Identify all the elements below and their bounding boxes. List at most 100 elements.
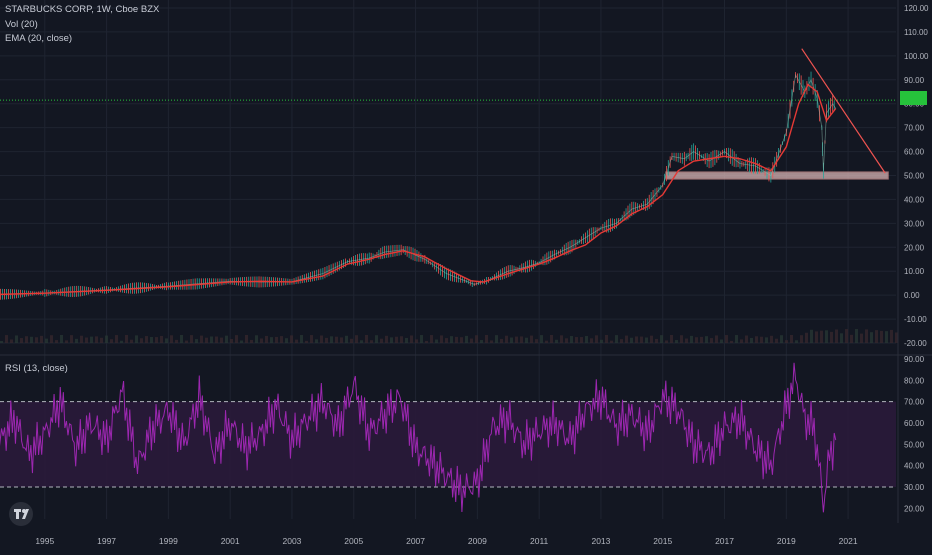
volume-bar bbox=[685, 338, 688, 343]
symbol-legend[interactable]: STARBUCKS CORP, 1W, Cboe BZX bbox=[5, 4, 160, 15]
volume-bar bbox=[420, 335, 423, 343]
volume-bar bbox=[300, 335, 303, 343]
volume-bar bbox=[690, 335, 693, 343]
volume-bar bbox=[795, 340, 798, 343]
ema-legend[interactable]: EMA (20, close) bbox=[5, 33, 73, 44]
volume-bar bbox=[550, 335, 553, 343]
volume-bar bbox=[385, 335, 388, 343]
volume-bar bbox=[480, 340, 483, 343]
volume-bar bbox=[670, 335, 673, 343]
volume-bar bbox=[485, 335, 488, 343]
y-tick-label: -10.00 bbox=[904, 315, 927, 324]
volume-bar bbox=[545, 340, 548, 343]
volume-bar bbox=[785, 340, 788, 343]
volume-bar bbox=[840, 333, 843, 343]
volume-bar bbox=[620, 339, 623, 343]
y-tick-label: 50.00 bbox=[904, 172, 925, 181]
y-tick-label: 30.00 bbox=[904, 219, 925, 228]
volume-bar bbox=[405, 337, 408, 343]
descending-trendline bbox=[801, 48, 886, 174]
volume-bar bbox=[450, 336, 453, 343]
volume-bar bbox=[150, 336, 153, 343]
volume-bar bbox=[535, 339, 538, 343]
volume-bar bbox=[135, 335, 138, 343]
volume-bar bbox=[495, 335, 498, 343]
y-tick-label: 10.00 bbox=[904, 267, 925, 276]
rsi-y-tick-label: 50.00 bbox=[904, 440, 925, 449]
volume-bar bbox=[185, 340, 188, 343]
volume-bar bbox=[505, 335, 508, 343]
volume-bar bbox=[400, 336, 403, 343]
volume-bar bbox=[740, 339, 743, 343]
volume-bar bbox=[575, 337, 578, 343]
volume-bar bbox=[820, 330, 823, 343]
volume-bar bbox=[315, 339, 318, 343]
volume-bar bbox=[635, 336, 638, 343]
volume-bar bbox=[275, 336, 278, 343]
volume-bar bbox=[440, 335, 443, 343]
y-tick-label: 40.00 bbox=[904, 195, 925, 204]
volume-bar bbox=[240, 340, 243, 343]
volume-bar bbox=[115, 335, 118, 343]
volume-bar bbox=[880, 330, 883, 343]
volume-bar bbox=[470, 338, 473, 343]
volume-bar bbox=[625, 335, 628, 343]
rsi-y-tick-label: 60.00 bbox=[904, 419, 925, 428]
volume-bar bbox=[45, 338, 48, 343]
volume-bar bbox=[215, 336, 218, 343]
x-tick-label: 2021 bbox=[839, 536, 858, 546]
y-tick-label: 90.00 bbox=[904, 76, 925, 85]
volume-bar bbox=[380, 338, 383, 343]
volume-bar bbox=[525, 337, 528, 343]
rsi-legend[interactable]: RSI (13, close) bbox=[5, 363, 68, 374]
volume-bar bbox=[445, 338, 448, 343]
volume-bar bbox=[10, 339, 13, 343]
volume-bar bbox=[760, 336, 763, 343]
volume-bar bbox=[145, 336, 148, 343]
volume-bar bbox=[330, 336, 333, 343]
volume-bar bbox=[200, 335, 203, 343]
volume-bar bbox=[30, 336, 33, 343]
volume-bar bbox=[125, 335, 128, 343]
volume-bar bbox=[370, 340, 373, 343]
volume-bar bbox=[765, 337, 768, 343]
volume-bar bbox=[70, 335, 73, 343]
volume-bar bbox=[120, 340, 123, 343]
volume-bar bbox=[100, 337, 103, 343]
support-zone bbox=[665, 171, 889, 180]
rsi-line bbox=[0, 362, 837, 513]
volume-bar bbox=[855, 329, 858, 343]
x-tick-label: 2001 bbox=[221, 536, 240, 546]
volume-bar bbox=[715, 335, 718, 343]
volume-bar bbox=[780, 335, 783, 343]
volume-bar bbox=[675, 340, 678, 343]
volume-bar bbox=[790, 335, 793, 343]
volume-bar bbox=[365, 335, 368, 343]
volume-bar bbox=[305, 340, 308, 343]
volume-bar bbox=[640, 336, 643, 343]
x-tick-label: 2011 bbox=[530, 536, 549, 546]
volume-bar bbox=[205, 337, 208, 343]
x-tick-label: 2017 bbox=[715, 536, 734, 546]
volume-bar bbox=[55, 340, 58, 343]
x-tick-label: 1999 bbox=[159, 536, 178, 546]
volume-bar bbox=[180, 335, 183, 343]
volume-bar bbox=[630, 337, 633, 343]
x-tick-label: 2007 bbox=[406, 536, 425, 546]
volume-bar bbox=[320, 335, 323, 343]
volume-bar bbox=[850, 334, 853, 343]
volume-bar bbox=[395, 336, 398, 343]
volume-bar bbox=[175, 339, 178, 343]
volume-bar bbox=[60, 335, 63, 343]
y-tick-label: 0.00 bbox=[904, 291, 920, 300]
volume-bar bbox=[335, 336, 338, 343]
y-tick-label: 120.00 bbox=[904, 4, 929, 13]
y-tick-label: 70.00 bbox=[904, 124, 925, 133]
volume-bar bbox=[805, 332, 808, 343]
volume-bar bbox=[65, 340, 68, 343]
volume-legend[interactable]: Vol (20) bbox=[5, 19, 38, 30]
volume-bar bbox=[530, 335, 533, 343]
volume-bar bbox=[190, 335, 193, 343]
